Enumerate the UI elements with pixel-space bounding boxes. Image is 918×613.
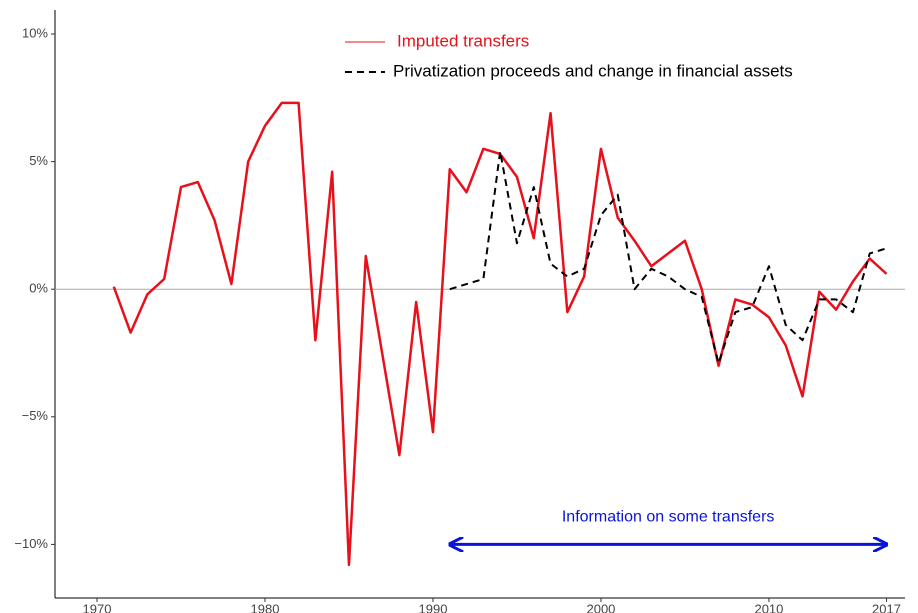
y-tick-label: 10% bbox=[22, 25, 48, 40]
y-tick-label: −10% bbox=[14, 536, 48, 551]
legend-label: Privatization proceeds and change in fin… bbox=[393, 61, 793, 80]
y-tick-label: −5% bbox=[22, 408, 49, 423]
x-tick-label: 1990 bbox=[419, 601, 448, 613]
legend-label: Imputed transfers bbox=[397, 31, 529, 50]
y-tick-label: 0% bbox=[29, 281, 48, 296]
series-line bbox=[449, 150, 887, 365]
series-line bbox=[112, 101, 888, 567]
x-tick-label: 2010 bbox=[754, 601, 783, 613]
y-tick-label: 5% bbox=[29, 153, 48, 168]
annotation-text: Information on some transfers bbox=[562, 509, 775, 526]
x-tick-label: 2000 bbox=[586, 601, 615, 613]
x-tick-label: 2017 bbox=[872, 601, 901, 613]
x-tick-label: 1980 bbox=[251, 601, 280, 613]
x-tick-label: 1970 bbox=[83, 601, 112, 613]
